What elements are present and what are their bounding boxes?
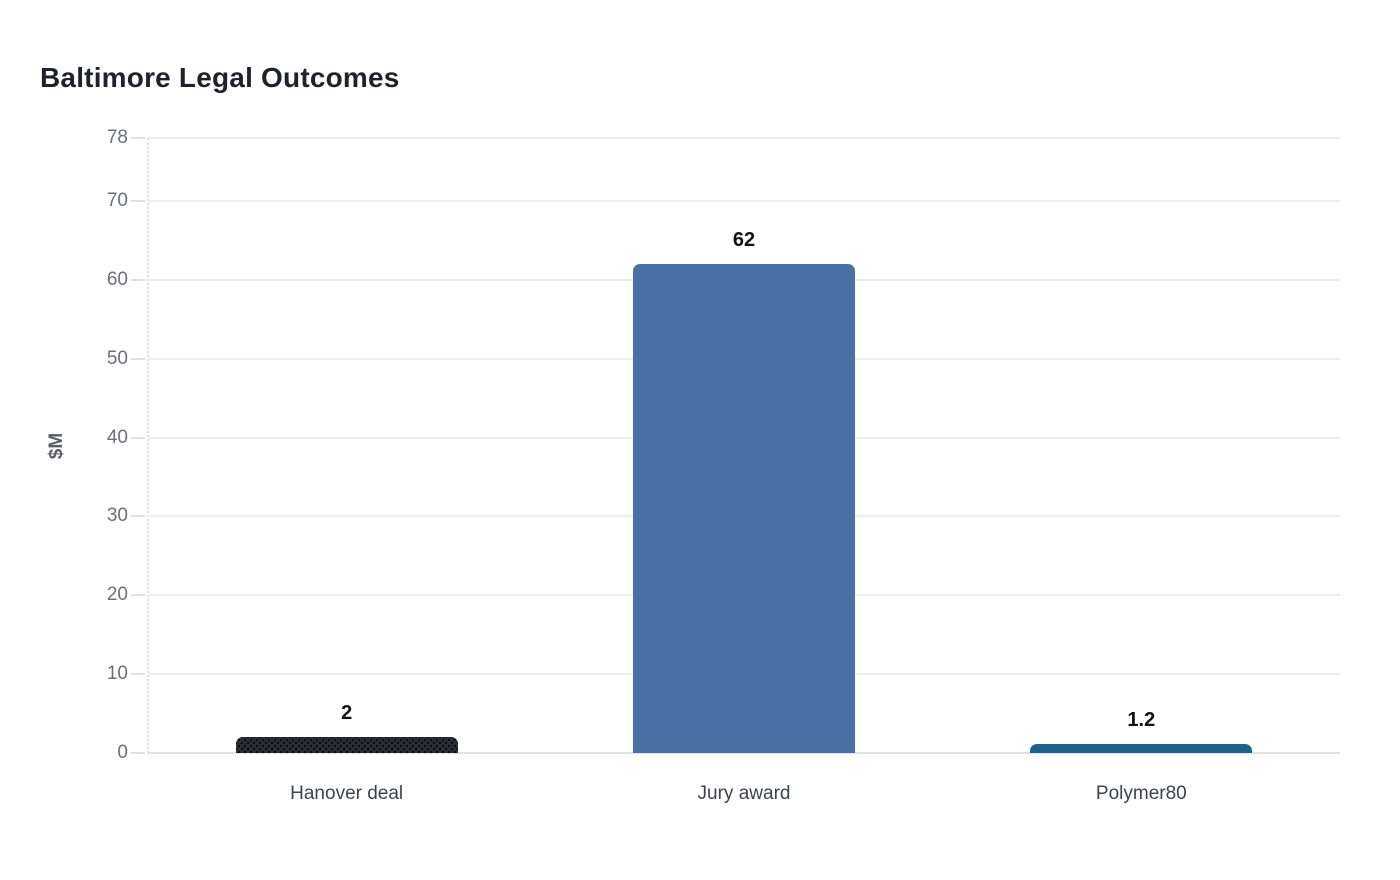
y-tick-mark-50 — [131, 357, 145, 360]
bar-jury-award — [633, 264, 855, 753]
bar-polymer80 — [1030, 743, 1253, 753]
x-category-label-hanover-deal: Hanover deal — [290, 783, 404, 804]
y-tick-mark-40 — [131, 436, 145, 439]
y-tick-mark-30 — [131, 515, 145, 518]
y-axis-label: $M — [46, 432, 67, 459]
bar-hanover-deal — [235, 737, 458, 753]
y-tick-mark-0 — [131, 752, 145, 754]
gridline-70 — [148, 200, 1340, 203]
y-axis-line — [147, 138, 149, 753]
plot-area: 0 10 20 30 40 50 60 70 78 2 Hanover deal 62 Jury awa… — [107, 127, 1340, 804]
y-tick-mark-78 — [131, 137, 145, 139]
x-category-label-jury-award: Jury award — [697, 783, 791, 804]
gridline-78 — [148, 137, 1340, 139]
x-category-label-polymer80: Polymer80 — [1095, 783, 1187, 804]
y-tick-mark-20 — [131, 594, 145, 597]
y-tick-label-20: 20 — [106, 584, 128, 606]
y-tick-label-50: 50 — [106, 347, 128, 369]
y-tick-mark-60 — [131, 278, 145, 281]
bar-value-label-hanover-deal: 2 — [341, 702, 353, 725]
bar-value-label-jury-award: 62 — [732, 229, 756, 252]
y-tick-label-40: 40 — [106, 426, 128, 448]
y-tick-mark-10 — [131, 673, 145, 676]
y-tick-mark-70 — [131, 200, 145, 203]
y-tick-label-78: 78 — [106, 127, 128, 148]
gridline-0 — [148, 752, 1340, 754]
bar-value-label-polymer80: 1.2 — [1127, 708, 1156, 731]
y-tick-label-10: 10 — [106, 663, 128, 685]
chart-title: Baltimore Legal Outcomes — [40, 62, 400, 93]
y-tick-label-0: 0 — [117, 742, 128, 763]
y-tick-label-70: 70 — [106, 190, 128, 212]
y-axis-label-container: $M — [40, 138, 74, 753]
y-tick-label-30: 30 — [106, 505, 128, 527]
y-tick-label-60: 60 — [106, 268, 128, 290]
